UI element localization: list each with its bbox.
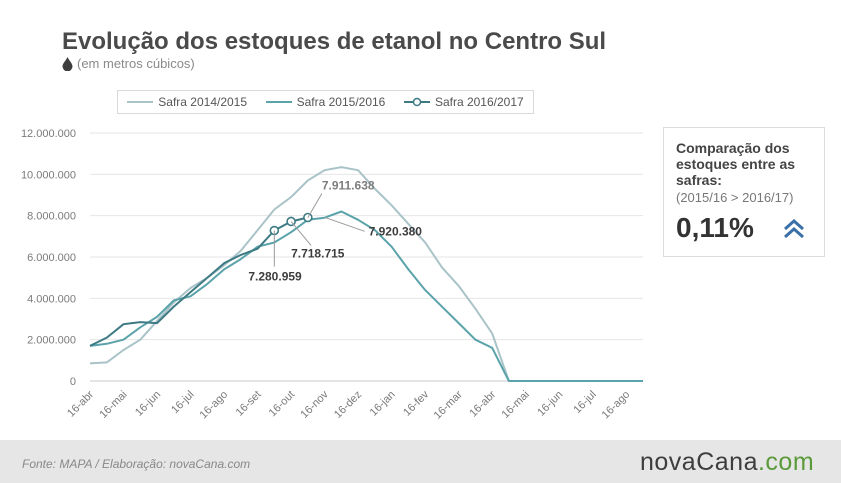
series-line — [89, 166, 643, 382]
annotation-leader — [307, 193, 323, 218]
chart-legend: Safra 2014/2015 Safra 2015/2016 Safra 20… — [117, 90, 534, 114]
y-tick-label: 12.000.000 — [21, 128, 76, 140]
line-chart: 0 2.000.000 4.000.000 6.000.000 8.000.000 10.… — [21, 128, 643, 422]
legend-label: Safra 2014/2015 — [158, 95, 248, 109]
data-label: 7.911.638 — [322, 178, 375, 192]
comparison-value: 0,11% — [676, 212, 754, 243]
x-tick-label: 16-nov — [298, 388, 331, 421]
x-tick-label: 16-jun — [535, 389, 565, 419]
x-tick-label: 16-jan — [368, 389, 398, 419]
x-tick-label: 16-mai — [97, 389, 129, 421]
annotation-leader — [290, 221, 312, 246]
legend-swatch — [403, 97, 430, 107]
x-tick-label: 16-ago — [197, 389, 230, 422]
y-tick-label: 0 — [70, 376, 76, 388]
chart-title: Evolução dos estoques de etanol no Centr… — [62, 28, 607, 55]
x-tick-label: 16-mai — [500, 389, 532, 421]
subtitle-text: (em metros cúbicos) — [77, 56, 195, 71]
oil-drop-icon — [62, 56, 73, 71]
legend-swatch — [127, 101, 154, 103]
data-label: 7.718.715 — [291, 246, 345, 260]
data-label: 7.280.959 — [248, 270, 302, 284]
y-tick-label: 2.000.000 — [27, 335, 76, 347]
chart-subtitle: (em metros cúbicos) — [62, 56, 195, 71]
y-tick-label: 6.000.000 — [27, 252, 76, 264]
x-tick-label: 16-jun — [133, 389, 163, 419]
footer-bar — [0, 440, 841, 483]
x-tick-label: 16-mar — [432, 388, 465, 421]
y-tick-label: 10.000.000 — [21, 169, 76, 181]
comparison-box: Comparação dos estoques entre as safras:… — [663, 127, 825, 257]
legend-label: Safra 2016/2017 — [434, 95, 524, 109]
series-line — [89, 210, 643, 382]
x-tick-label: 16-out — [267, 389, 298, 420]
comparison-subtitle: (2015/16 > 2016/17) — [676, 190, 794, 205]
data-label: 7.920.380 — [369, 224, 423, 238]
x-tick-label: 16-set — [234, 389, 264, 419]
y-tick-label: 8.000.000 — [27, 211, 76, 223]
x-tick-label: 16-jul — [571, 389, 599, 417]
source-note: Fonte: MAPA / Elaboração: novaCana.com — [22, 457, 251, 471]
legend-label: Safra 2015/2016 — [296, 95, 386, 109]
annotation-leader — [324, 216, 365, 232]
x-tick-label: 16-abr — [467, 388, 498, 419]
brand-suffix: .com — [757, 448, 815, 476]
x-tick-label: 16-abr — [65, 388, 96, 419]
y-tick-label: 4.000.000 — [27, 293, 76, 305]
x-tick-label: 16-dez — [332, 389, 364, 421]
legend-item-2016: Safra 2016/2017 — [403, 95, 524, 109]
legend-item-2014: Safra 2014/2015 — [127, 95, 247, 109]
x-tick-label: 16-jul — [169, 389, 197, 417]
legend-swatch — [265, 101, 292, 103]
brand-logo[interactable]: novaCana.com — [640, 448, 814, 477]
x-tick-label: 16-fev — [401, 388, 431, 418]
brand-main: novaCana — [640, 448, 758, 476]
legend-item-2015: Safra 2015/2016 — [265, 95, 386, 109]
double-chevron-up-icon — [784, 218, 804, 239]
x-tick-label: 16-ago — [600, 389, 633, 422]
comparison-title: Comparação dos estoques entre as safras: — [676, 140, 796, 188]
